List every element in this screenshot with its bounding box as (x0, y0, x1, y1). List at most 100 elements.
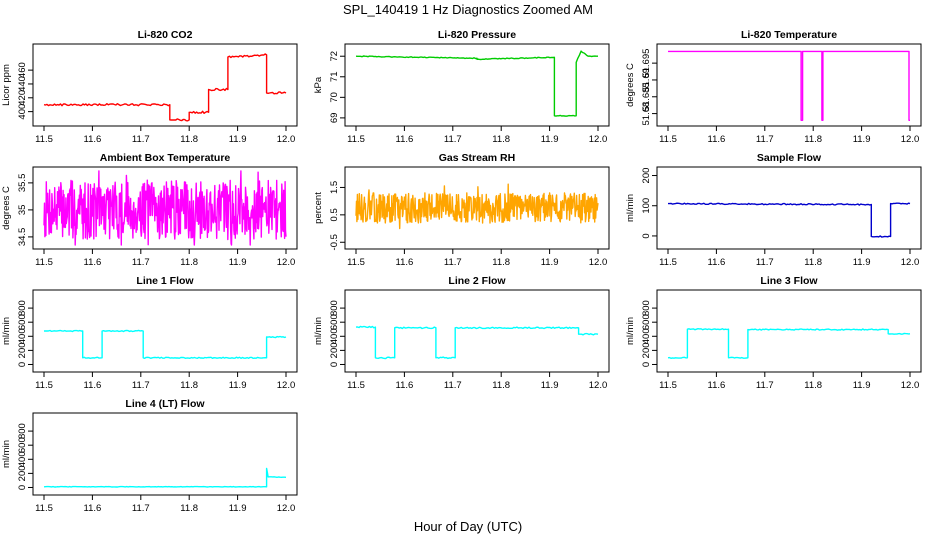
panel-5: Sample Flow 11.5 11.6 11.7 11.8 11.9 12.0 0 100 2… (625, 152, 922, 268)
panel-8: Line 3 Flow 11.5 11.6 11.7 11.8 11.9 12.0 0 2004… (625, 275, 922, 391)
x-tick-label: 11.5 (347, 257, 365, 268)
x-tick-label: 11.8 (804, 134, 822, 145)
y-tick-label: 800 (17, 423, 28, 439)
y-tick-label: 71 (329, 71, 340, 82)
panel-4: Gas Stream RH 11.5 11.6 11.7 11.8 11.9 12.0 -0.… (313, 152, 610, 268)
x-tick-label: 12.0 (901, 257, 920, 268)
y-axis-label: Licor ppm (1, 64, 12, 106)
y-tick-label: 35 (17, 205, 28, 216)
y-tick-label: 1.5 (329, 181, 340, 194)
plot-frame (32, 166, 298, 250)
panel-title: Li-820 CO2 (138, 29, 193, 41)
x-tick-label: 12.0 (589, 134, 608, 145)
panel-title: Line 4 (LT) Flow (125, 398, 205, 410)
plot-frame (32, 289, 298, 373)
y-tick-label: 200 (641, 342, 652, 358)
panel-1: Li-820 Pressure 11.5 11.6 11.7 11.8 11.9 12.0 6… (313, 29, 610, 145)
x-tick-label: 12.0 (277, 134, 296, 145)
series-line (355, 325, 599, 360)
y-tick-label: 400 (17, 328, 28, 344)
series-line (43, 329, 287, 359)
panel-3: Ambient Box Temperature 11.5 11.6 11.7 11.8 1… (1, 152, 298, 268)
plot-frame (656, 166, 922, 250)
x-tick-label: 11.9 (853, 380, 871, 391)
y-tick-label: 800 (329, 300, 340, 316)
series-line (355, 50, 598, 117)
y-tick-label: 200 (17, 342, 28, 358)
x-tick-label: 11.6 (84, 134, 102, 145)
y-axis-label: ml/min (313, 317, 324, 345)
y-tick-label: 400 (641, 328, 652, 344)
panel-6: Line 1 Flow 11.5 11.6 11.7 11.8 11.9 12.0 0 2004… (1, 275, 298, 391)
x-tick-label: 11.6 (84, 503, 102, 514)
figure-xlabel: Hour of Day (UTC) (414, 519, 522, 534)
panel-title: Line 3 Flow (760, 275, 818, 287)
x-tick-label: 11.5 (35, 380, 53, 391)
series-line (43, 53, 287, 122)
y-axis-label: percent (313, 192, 324, 224)
x-tick-label: 11.8 (180, 257, 198, 268)
y-tick-label: 51.685 (641, 82, 652, 111)
x-tick-label: 11.9 (853, 134, 871, 145)
x-tick-label: 11.8 (804, 380, 822, 391)
panel-title: Ambient Box Temperature (100, 152, 231, 164)
panel-9: Line 4 (LT) Flow 11.5 11.6 11.7 11.8 11.9 12.0… (1, 398, 298, 514)
x-tick-label: 12.0 (589, 257, 608, 268)
x-tick-label: 11.6 (84, 380, 102, 391)
x-tick-label: 11.7 (132, 380, 150, 391)
x-tick-label: 11.7 (756, 257, 774, 268)
y-tick-label: 600 (17, 437, 28, 453)
x-tick-label: 11.5 (347, 134, 365, 145)
series-line (668, 50, 910, 121)
y-axis-label: ml/min (1, 440, 12, 468)
x-tick-label: 11.6 (84, 257, 102, 268)
plot-frame (32, 412, 298, 496)
x-tick-label: 11.8 (804, 257, 822, 268)
y-tick-label: 0 (641, 362, 652, 367)
x-tick-label: 11.5 (35, 257, 53, 268)
x-tick-label: 11.6 (396, 134, 414, 145)
x-tick-label: 12.0 (277, 257, 296, 268)
plot-frame (656, 289, 922, 373)
x-tick-label: 11.9 (229, 134, 247, 145)
x-tick-label: 11.7 (444, 257, 462, 268)
x-tick-label: 11.7 (132, 257, 150, 268)
panel-0: Li-820 CO2 11.5 11.6 11.7 11.8 11.9 12.0 400420… (1, 29, 298, 145)
y-tick-label: 400 (17, 104, 28, 120)
figure-title: SPL_140419 1 Hz Diagnostics Zoomed AM (343, 2, 593, 17)
y-tick-label: 200 (17, 465, 28, 481)
y-tick-label: 200 (329, 342, 340, 358)
series-line (667, 328, 911, 359)
y-tick-label: 34.5 (17, 228, 28, 247)
y-tick-label: 460 (17, 62, 28, 78)
y-tick-label: 800 (641, 300, 652, 316)
y-axis-label: kPa (313, 76, 324, 93)
y-axis-label: degrees C (1, 186, 12, 230)
y-tick-label: 0 (17, 485, 28, 490)
series-line (43, 170, 287, 246)
panel-title: Sample Flow (757, 152, 822, 164)
y-tick-label: 51.68 (641, 102, 652, 126)
y-tick-label: 440 (17, 76, 28, 92)
series-line (355, 183, 599, 230)
panel-title: Li-820 Temperature (741, 29, 837, 41)
x-tick-label: 11.9 (229, 257, 247, 268)
y-tick-label: 70 (329, 92, 340, 103)
y-tick-label: 0 (329, 362, 340, 367)
panel-2: Li-820 Temperature 11.5 11.6 11.7 11.8 11.9 12… (625, 29, 922, 145)
x-tick-label: 11.5 (347, 380, 365, 391)
y-tick-label: 200 (641, 168, 652, 184)
x-tick-label: 11.8 (492, 134, 510, 145)
x-tick-label: 11.6 (396, 257, 414, 268)
y-tick-label: 600 (329, 314, 340, 330)
y-tick-label: 0 (641, 233, 652, 238)
x-tick-label: 11.5 (659, 380, 677, 391)
x-tick-label: 12.0 (589, 380, 608, 391)
x-tick-label: 11.8 (180, 503, 198, 514)
y-tick-label: 51.695 (641, 49, 652, 78)
series-line (43, 467, 287, 488)
x-tick-label: 11.9 (541, 134, 559, 145)
